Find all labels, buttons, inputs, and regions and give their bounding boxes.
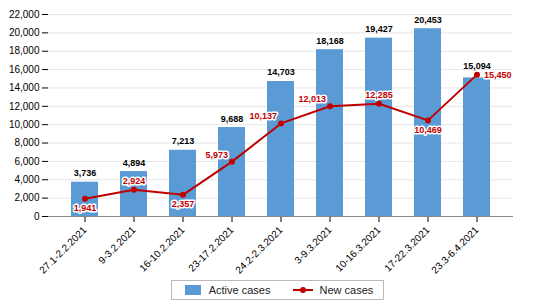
svg-text:7,213: 7,213 xyxy=(172,136,195,146)
svg-text:4,894: 4,894 xyxy=(123,158,146,168)
svg-text:16-10.2.2021: 16-10.2.2021 xyxy=(137,224,187,274)
svg-text:23-17.2.2021: 23-17.2.2021 xyxy=(186,224,236,274)
svg-text:12,013: 12,013 xyxy=(298,94,326,104)
html-text:New cases: New cases xyxy=(319,284,374,296)
svg-text:3,736: 3,736 xyxy=(74,168,97,178)
svg-text:24.2-2.3.2021: 24.2-2.3.2021 xyxy=(233,224,285,276)
svg-text:18,168: 18,168 xyxy=(316,36,344,46)
svg-text:16,000: 16,000 xyxy=(9,64,40,75)
svg-text:2,357: 2,357 xyxy=(172,199,195,209)
svg-text:15,450: 15,450 xyxy=(484,70,512,80)
svg-text:18,000: 18,000 xyxy=(9,45,40,56)
svg-text:9-3.2.2021: 9-3.2.2021 xyxy=(96,224,138,266)
svg-text:14,703: 14,703 xyxy=(267,67,295,77)
svg-text:27.1-2.2.2021: 27.1-2.2.2021 xyxy=(37,224,89,276)
svg-text:3-9.3.2021: 3-9.3.2021 xyxy=(292,224,334,266)
svg-text:14,000: 14,000 xyxy=(9,82,40,93)
svg-text:20,453: 20,453 xyxy=(414,15,442,25)
svg-text:10,137: 10,137 xyxy=(249,111,277,121)
svg-text:1,941: 1,941 xyxy=(74,203,97,213)
svg-text:23.3-6.4.2021: 23.3-6.4.2021 xyxy=(429,224,481,276)
svg-text:10,469: 10,469 xyxy=(414,125,442,135)
svg-text:2,000: 2,000 xyxy=(14,192,39,203)
html-text:Active cases: Active cases xyxy=(208,284,271,296)
svg-text:8,000: 8,000 xyxy=(14,137,39,148)
svg-text:6,000: 6,000 xyxy=(14,156,39,167)
svg-text:0: 0 xyxy=(34,211,40,222)
svg-text:9,688: 9,688 xyxy=(221,114,244,124)
svg-text:4,000: 4,000 xyxy=(14,174,39,185)
svg-text:22,000: 22,000 xyxy=(9,9,40,20)
svg-text:2,924: 2,924 xyxy=(123,176,146,186)
svg-text:10-16.3.2021: 10-16.3.2021 xyxy=(333,224,383,274)
svg-text:12,000: 12,000 xyxy=(9,101,40,112)
svg-text:15,094: 15,094 xyxy=(463,60,491,71)
svg-text:19,427: 19,427 xyxy=(365,24,393,34)
svg-text:10,000: 10,000 xyxy=(9,119,40,130)
svg-text:5,973: 5,973 xyxy=(205,150,228,160)
svg-text:20,000: 20,000 xyxy=(9,27,40,38)
svg-text:12,285: 12,285 xyxy=(365,90,393,100)
svg-text:17-22.3.2021: 17-22.3.2021 xyxy=(382,224,432,274)
